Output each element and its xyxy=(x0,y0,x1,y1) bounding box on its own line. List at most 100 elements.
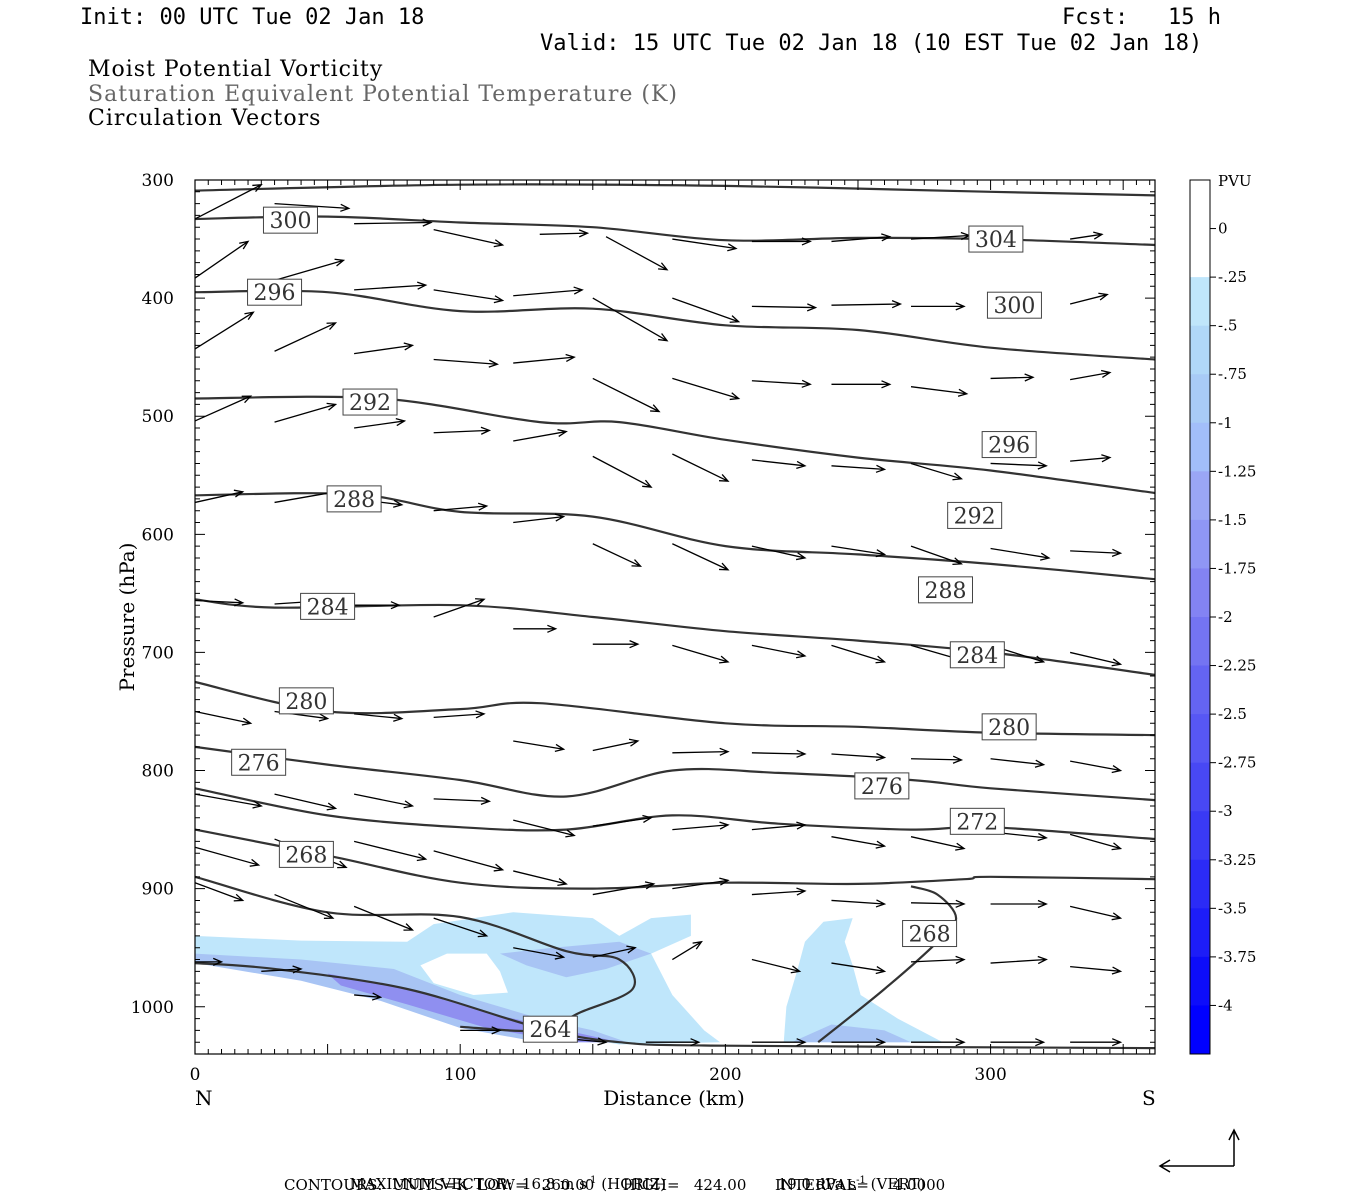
circulation-vector xyxy=(274,202,351,212)
colorbar-label: -1.75 xyxy=(1218,559,1256,577)
contour-line-272 xyxy=(194,828,1156,890)
contour-label-box xyxy=(300,592,356,620)
y-tick-label: 500 xyxy=(142,407,174,427)
colorbar-segment xyxy=(1190,908,1210,958)
circulation-vector xyxy=(354,218,433,227)
circulation-vector xyxy=(1070,454,1112,463)
circulation-vector xyxy=(672,377,741,401)
circulation-vector xyxy=(990,373,1035,382)
axis-ticks xyxy=(194,179,1155,1055)
contour-label: 300 xyxy=(986,291,1042,319)
circulation-vector xyxy=(354,417,407,429)
max-vector-vert-note: 19.0 dPa s-1 (VERT) xyxy=(768,1157,926,1193)
colorbar-segment xyxy=(1190,714,1210,764)
circulation-vector xyxy=(1070,1038,1123,1047)
circulation-vector xyxy=(513,286,584,297)
circulation-vector xyxy=(194,240,250,279)
y-tick-label: 1000 xyxy=(131,998,174,1018)
contour-label: 288 xyxy=(326,485,382,513)
circulation-vector xyxy=(990,1038,1046,1047)
circulation-vector xyxy=(592,543,643,567)
colorbar-segment xyxy=(1190,859,1210,909)
contour-label-text: 268 xyxy=(285,843,327,868)
contour-label: 300 xyxy=(262,206,318,234)
colorbar-label: -2.5 xyxy=(1218,705,1247,723)
colorbar-label: -.25 xyxy=(1218,268,1247,286)
contour-label: 264 xyxy=(522,1015,578,1043)
circulation-vector xyxy=(353,793,415,809)
contour-label-text: 284 xyxy=(956,644,998,669)
circulation-vector xyxy=(990,899,1048,909)
circulation-vector xyxy=(831,836,887,849)
circulation-vector xyxy=(990,547,1051,561)
contour-label-text: 296 xyxy=(254,281,296,306)
contour-label: 284 xyxy=(300,592,356,620)
contour-label-text: 272 xyxy=(956,810,998,835)
circulation-vector xyxy=(592,881,656,896)
valid-time: Valid: 15 UTC Tue 02 Jan 18 (10 EST Tue … xyxy=(540,31,1203,56)
circulation-vector xyxy=(274,258,346,282)
circulation-vector xyxy=(433,917,489,938)
contour-label: 280 xyxy=(981,713,1037,741)
title-theta-es: Saturation Equivalent Potential Temperat… xyxy=(88,82,678,107)
circulation-vector xyxy=(592,738,640,752)
contour-label: 292 xyxy=(342,388,398,416)
x-tick-label: 300 xyxy=(974,1065,1006,1085)
circulation-vector xyxy=(751,1038,807,1047)
circulation-vector xyxy=(751,237,812,246)
circulation-vector xyxy=(990,461,1048,470)
colorbar-label: -1.5 xyxy=(1218,511,1247,529)
contour-label-box xyxy=(278,687,334,715)
contour-label-box xyxy=(981,713,1037,741)
circulation-vector xyxy=(354,992,383,1001)
colorbar-segment xyxy=(1190,568,1210,618)
pv-region-light xyxy=(783,918,943,1043)
circulation-vector xyxy=(592,640,640,649)
contour-label-box xyxy=(342,388,398,416)
circulation-vector xyxy=(990,758,1046,768)
circulation-vector xyxy=(433,289,505,304)
circulation-vector xyxy=(831,1038,887,1047)
contour-label-text: 284 xyxy=(307,595,349,620)
circulation-vector xyxy=(911,1038,966,1047)
circulation-vector xyxy=(831,752,887,762)
circulation-vector xyxy=(433,358,499,368)
contour-label-box xyxy=(902,920,958,948)
init-time: Init: 00 UTC Tue 02 Jan 18 xyxy=(80,5,425,30)
circulation-vector xyxy=(1069,292,1109,305)
circulation-vector xyxy=(513,353,576,364)
plot-axes: 0 100 200 300 300 400 500 600 700 800 900 1000 xyxy=(131,171,1156,1085)
y-tick-label: 600 xyxy=(142,525,174,545)
circulation-vector xyxy=(274,402,338,423)
circulation-vector xyxy=(831,300,903,309)
colorbar-segment xyxy=(1190,228,1210,278)
circulation-vector xyxy=(353,840,428,862)
contour-label: 280 xyxy=(278,687,334,715)
contour-label-box xyxy=(231,748,287,776)
colorbar-segment xyxy=(1190,665,1210,715)
circulation-vector xyxy=(354,601,401,610)
contour-label: 276 xyxy=(854,772,910,800)
circulation-vector xyxy=(353,905,415,931)
circulation-vector xyxy=(672,877,730,890)
colorbar-segment xyxy=(1190,325,1210,375)
colorbar-segment xyxy=(1190,811,1210,861)
circulation-vector xyxy=(831,380,892,389)
reference-vector-arrows xyxy=(1158,1128,1240,1173)
unit-exponent: -1 xyxy=(856,1175,866,1186)
circulation-vector xyxy=(831,545,887,558)
contour-line-276 xyxy=(194,787,1156,841)
contour-label-text: 264 xyxy=(529,1018,571,1043)
contour-label: 304 xyxy=(968,225,1024,253)
circulation-vector xyxy=(831,899,887,908)
pv-fill-layer xyxy=(195,912,943,1045)
colorbar-label: -4 xyxy=(1218,996,1233,1014)
colorbar-segment xyxy=(1190,277,1210,327)
max-vector-vert: 19.0 dPa s xyxy=(777,1175,857,1193)
colorbar-segment xyxy=(1190,1005,1210,1055)
colorbar-segment xyxy=(1190,956,1210,1006)
circulation-vector xyxy=(194,710,253,726)
contour-label-box xyxy=(522,1015,578,1043)
contour-label-box xyxy=(278,840,334,868)
